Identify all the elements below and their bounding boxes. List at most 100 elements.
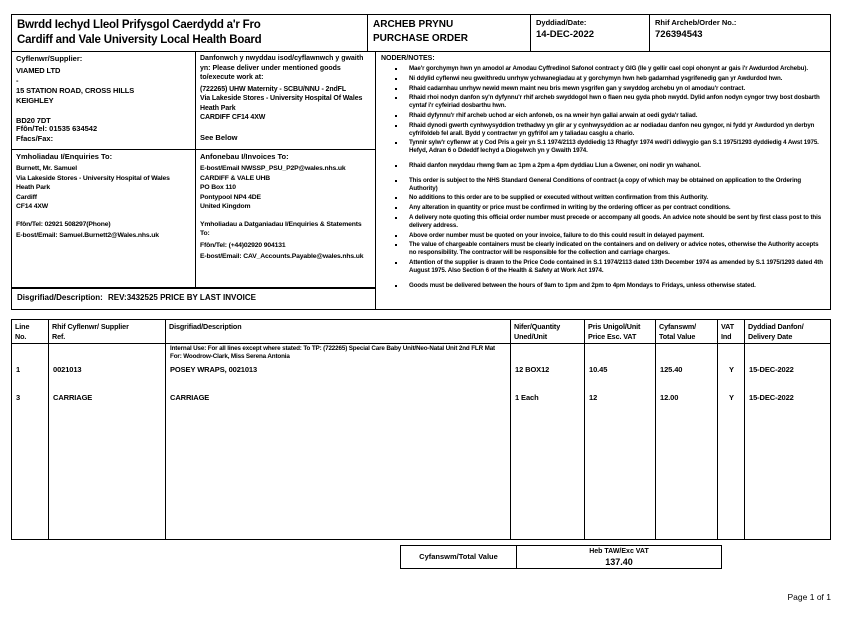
cell-quantity: 12 BOX12	[515, 365, 550, 374]
deliver-to-address: (722265) UHW Maternity - SCBU/NNU - 2ndF…	[200, 85, 363, 122]
org-name-welsh: Bwrdd Iechyd Lleol Prifysgol Caerdydd a'…	[17, 19, 261, 31]
description-value: REV:3432525 PRICE BY LAST INVOICE	[108, 293, 256, 302]
statements-label: Ymholiadau a Datganiadau I/Enquiries & S…	[200, 220, 362, 238]
supplier-address: VIAMED LTD - 15 STATION ROAD, CROSS HILL…	[16, 66, 135, 125]
column-divider	[510, 344, 511, 539]
col-header-quantity: Nifer/Quantity Uned/Unit	[511, 320, 585, 343]
document-title-cell: ARCHEB PRYNU PURCHASE ORDER	[367, 14, 531, 52]
enquiries-address: Burnett, Mr. Samuel Via Lakeside Stores …	[16, 165, 170, 210]
org-title-cell: Bwrdd Iechyd Lleol Prifysgol Caerdydd a'…	[11, 14, 368, 52]
col-header-unit-price: Pris Unigol/Unit Price Esc. VAT	[585, 320, 656, 343]
notes-list: Mae'r gorchymyn hwn yn amodol ar Amodau …	[381, 65, 825, 289]
cell-total: 125.40	[660, 365, 683, 374]
cell-line-no: 3	[16, 393, 21, 402]
invoices-phone: Ffôn/Tel: (+44)02920 904131	[200, 241, 286, 249]
column-divider	[48, 344, 49, 539]
note-item: Above order number must be quoted on you…	[405, 232, 825, 240]
doc-title-english: PURCHASE ORDER	[373, 33, 469, 44]
internal-use-note: Internal Use: For all lines except where…	[170, 345, 495, 360]
note-item: Rhaid rhoi nodyn danfon sy'n dyfynnu'r r…	[405, 94, 825, 110]
note-item: Rhaid cadarnhau unrhyw newid mewn maint …	[405, 85, 825, 93]
org-name-english: Cardiff and Vale University Local Health…	[17, 34, 262, 46]
supplier-fax: Ffacs/Fax:	[16, 134, 54, 143]
items-table: Line No. Rhif Cyflenwr/ Supplier Ref. Di…	[11, 319, 831, 540]
col-header-line-no: Line No.	[12, 320, 49, 343]
internal-use-row: Internal Use: For all lines except where…	[12, 345, 830, 361]
supplier-label: Cyflenwr/Supplier:	[16, 54, 83, 63]
cell-delivery-date: 15-DEC-2022	[749, 393, 794, 402]
col-header-delivery-date: Dyddiad Danfon/ Delivery Date	[748, 322, 804, 341]
order-number-cell: Rhif Archeb/Order No.: 726394543	[649, 14, 831, 52]
empty-cell	[49, 345, 166, 361]
note-item: Rhaid dynodi gwerth cynhwysyddion tretha…	[405, 122, 825, 138]
order-date-cell: Dyddiad/Date: 14-DEC-2022	[530, 14, 650, 52]
enquiries-phone: Ffôn/Tel: 02921 508297(Phone)	[16, 220, 111, 228]
supplier-panel: Cyflenwr/Supplier: VIAMED LTD - 15 STATI…	[11, 51, 196, 150]
note-item: Rhaid danfon nwyddau rhwng 9am ac 1pm a …	[405, 162, 825, 170]
notes-panel: NODER/NOTES: Mae'r gorchymyn hwn yn amod…	[375, 51, 831, 310]
col-header-description: Disgrifiad/Description	[166, 320, 511, 343]
page-number: Page 1 of 1	[787, 592, 831, 602]
deliver-to-panel: Danfonwch y nwyddau isod/cyflawnwch y gw…	[195, 51, 376, 163]
date-value: 14-DEC-2022	[536, 29, 595, 40]
col-header-vat: VAT Ind	[718, 320, 745, 343]
column-divider	[717, 344, 718, 539]
order-number-value: 726394543	[655, 29, 703, 40]
supplier-phone: Ffôn/Tel: 01535 634542	[16, 124, 98, 133]
cell-total: 12.00	[660, 393, 679, 402]
deliver-to-label: Danfonwch y nwyddau isod/cyflawnwch y gw…	[200, 55, 364, 81]
table-row: 3 CARRIAGE CARRIAGE 1 Each 12 12.00 Y 15…	[12, 393, 830, 402]
invoices-label: Anfonebau I/Invoices To:	[200, 152, 289, 161]
supplier-contact: Ffôn/Tel: 01535 634542 Ffacs/Fax:	[16, 124, 97, 144]
note-item: Attention of the supplier is drawn to th…	[405, 259, 825, 275]
date-label: Dyddiad/Date:	[536, 18, 587, 27]
order-number-label: Rhif Archeb/Order No.:	[655, 18, 737, 27]
total-value-cell: Heb TAW/Exc VAT 137.40	[517, 546, 721, 568]
cell-vat: Y	[729, 365, 734, 374]
doc-title-welsh: ARCHEB PRYNU	[373, 19, 454, 30]
see-below-text: See Below	[200, 132, 238, 142]
enquiries-panel: Ymholiadau I/Enquiries To: Burnett, Mr. …	[11, 149, 196, 288]
cell-supplier-ref: CARRIAGE	[53, 393, 93, 402]
cell-vat: Y	[729, 393, 734, 402]
invoices-address: E-bost/Email NWSSP_PSU_P2P@wales.nhs.uk …	[200, 165, 346, 210]
note-item: Tynnir sylw'r cyflenwr at y Cod Pris a g…	[405, 139, 825, 155]
cell-unit-price: 10.45	[589, 365, 608, 374]
total-value-label: Cyfanswm/Total Value	[401, 546, 517, 568]
totals-box: Cyfanswm/Total Value Heb TAW/Exc VAT 137…	[400, 545, 722, 569]
col-header-total: Cyfanswm/ Total Value	[656, 320, 718, 343]
cell-quantity: 1 Each	[515, 393, 539, 402]
total-amount: 137.40	[605, 557, 633, 567]
note-item: Rhaid dyfynnu'r rhif archeb uchod ar eic…	[405, 112, 825, 120]
column-divider	[584, 344, 585, 539]
empty-cell	[12, 345, 49, 361]
cell-unit-price: 12	[589, 393, 598, 402]
table-row: 1 0021013 POSEY WRAPS, 0021013 12 BOX12 …	[12, 365, 830, 374]
cell-line-no: 1	[16, 365, 21, 374]
exc-vat-label: Heb TAW/Exc VAT	[589, 548, 649, 555]
note-item: Ni ddylid cyflenwi neu gweithredu unrhyw…	[405, 75, 825, 83]
enquiries-email: E-bost/Email: Samuel.Burnett2@Wales.nhs.…	[16, 232, 159, 239]
description-row: Disgrifiad/Description: REV:3432525 PRIC…	[11, 288, 376, 310]
column-divider	[744, 344, 745, 539]
notes-label: NODER/NOTES:	[381, 55, 435, 62]
cell-supplier-ref: 0021013	[53, 365, 82, 374]
items-table-header: Line No. Rhif Cyflenwr/ Supplier Ref. Di…	[12, 320, 830, 344]
enquiries-label: Ymholiadau I/Enquiries To:	[16, 152, 113, 161]
note-item: No additions to this order are to be sup…	[405, 194, 825, 202]
note-item: Any alteration in quantity or price must…	[405, 204, 825, 212]
note-item: A delivery note quoting this official or…	[405, 214, 825, 230]
note-item: Mae'r gorchymyn hwn yn amodol ar Amodau …	[405, 65, 825, 73]
invoices-panel: Anfonebau I/Invoices To: E-bost/Email NW…	[195, 149, 376, 288]
items-table-body: Internal Use: For all lines except where…	[12, 344, 830, 539]
invoices-email: E-bost/Email: CAV_Accounts.Payable@wales…	[200, 253, 364, 260]
cell-description: POSEY WRAPS, 0021013	[170, 365, 258, 374]
col-header-supplier-ref: Rhif Cyflenwr/ Supplier Ref.	[49, 320, 166, 343]
column-divider	[165, 344, 166, 539]
cell-delivery-date: 15-DEC-2022	[749, 365, 794, 374]
note-item: This order is subject to the NHS Standar…	[405, 177, 825, 193]
note-item: The value of chargeable containers must …	[405, 241, 825, 257]
description-label: Disgrifiad/Description:	[17, 293, 103, 302]
cell-description: CARRIAGE	[170, 393, 210, 402]
